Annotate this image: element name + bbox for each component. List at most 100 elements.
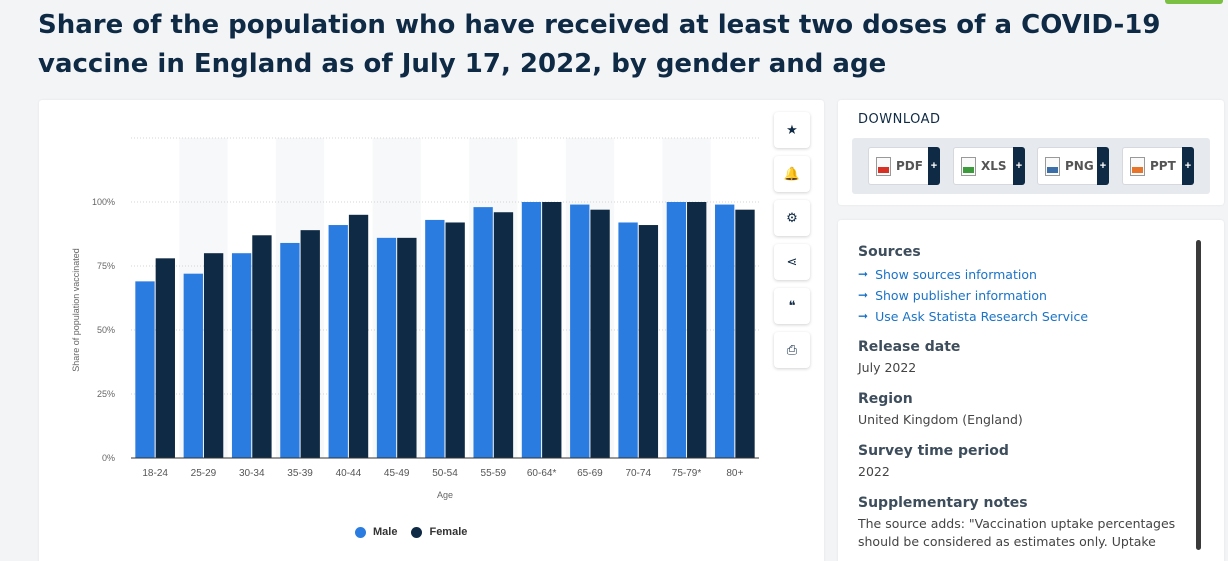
download-label: PPT	[1150, 159, 1176, 173]
chart-card: 0% 25% 50% 75% 100% Share of population vacci…	[39, 100, 824, 561]
share-icon: ⋖	[786, 254, 798, 270]
download-more-button[interactable]: +	[1013, 147, 1025, 185]
download-buttons: PDF + XLS + PNG + PPT +	[852, 138, 1210, 194]
x-tick-label: 50-54	[432, 468, 458, 479]
bar-male	[618, 222, 638, 458]
legend-label: Male	[373, 526, 398, 538]
y-axis-label: Share of population vaccinated	[71, 248, 81, 372]
bar-female	[252, 235, 272, 458]
arrow-right-icon: ➞	[858, 267, 869, 281]
bar-female	[638, 225, 659, 458]
x-tick-label: 55-59	[481, 468, 507, 479]
bar-female	[590, 209, 610, 458]
bar-male	[328, 225, 348, 458]
x-tick-label: 25-29	[191, 468, 217, 479]
download-panel: DOWNLOAD PDF + XLS + PNG + PPT +	[838, 100, 1224, 205]
bar-female	[493, 212, 514, 458]
bar-male	[280, 242, 300, 458]
bar-male	[715, 204, 735, 458]
legend-item-female[interactable]: Female	[411, 526, 467, 538]
x-tick-label: 18-24	[142, 468, 168, 479]
bar-female	[687, 202, 707, 458]
x-tick-label: 30-34	[239, 468, 265, 479]
print-button[interactable]: ⎙	[774, 332, 810, 368]
sources-heading: Sources	[858, 244, 921, 260]
bar-male	[231, 253, 252, 458]
download-pdf-button[interactable]: PDF +	[868, 147, 940, 185]
bar-female	[300, 230, 320, 458]
survey-period-value: 2022	[858, 464, 890, 479]
download-title: DOWNLOAD	[858, 112, 941, 127]
pdf-file-icon	[876, 156, 891, 176]
show-publisher-link[interactable]: ➞ Show publisher information	[858, 285, 1188, 306]
download-more-button[interactable]: +	[1097, 147, 1109, 185]
bar-female	[348, 214, 369, 458]
bar-male	[570, 204, 590, 458]
x-tick-label: 75-79*	[672, 468, 702, 479]
quote-button[interactable]: ❝	[774, 288, 810, 324]
supplementary-notes-value: The source adds: "Vaccination uptake per…	[858, 516, 1176, 549]
download-png-button[interactable]: PNG +	[1037, 147, 1109, 185]
y-tick-label: 0%	[102, 453, 115, 463]
gear-button[interactable]: ⚙	[774, 200, 810, 236]
bar-male	[183, 273, 203, 458]
y-tick-label: 50%	[97, 325, 115, 335]
bar-male	[666, 202, 687, 458]
bar-female	[735, 209, 755, 458]
bar-male	[425, 219, 445, 458]
release-date-value: July 2022	[858, 360, 917, 375]
print-icon: ⎙	[786, 342, 798, 358]
bar-female	[203, 253, 224, 458]
star-button[interactable]: ★	[774, 112, 810, 148]
download-xls-button[interactable]: XLS +	[953, 147, 1025, 185]
arrow-right-icon: ➞	[858, 309, 869, 323]
x-tick-label: 65-69	[577, 468, 603, 479]
page-title: Share of the population who have receive…	[38, 10, 1161, 79]
release-date-heading: Release date	[858, 339, 961, 355]
bar-female	[155, 258, 175, 458]
quote-icon: ❝	[788, 298, 796, 314]
top-badge	[1165, 0, 1223, 4]
show-sources-link[interactable]: ➞ Show sources information	[858, 264, 1188, 285]
ppt-file-icon	[1130, 156, 1145, 176]
region-heading: Region	[858, 391, 913, 407]
y-tick-label: 25%	[97, 389, 115, 399]
gear-icon: ⚙	[786, 210, 798, 226]
download-label: PDF	[896, 159, 923, 173]
bar-female	[397, 237, 417, 458]
download-ppt-button[interactable]: PPT +	[1122, 147, 1194, 185]
info-panel: Sources ➞ Show sources information ➞ Show …	[838, 220, 1224, 561]
bell-button[interactable]: 🔔	[774, 156, 810, 192]
legend-item-male[interactable]: Male	[355, 526, 397, 538]
chart-toolbar: ★ 🔔 ⚙ ⋖ ❝ ⎙	[774, 112, 810, 376]
legend-swatch	[355, 526, 366, 538]
bar-male	[521, 202, 542, 458]
x-tick-label: 45-49	[384, 468, 410, 479]
x-tick-label: 80+	[726, 468, 743, 479]
bar-male	[473, 207, 493, 458]
region-value: United Kingdom (England)	[858, 412, 1023, 427]
arrow-right-icon: ➞	[858, 288, 869, 302]
x-tick-label: 70-74	[625, 468, 651, 479]
chart-legend: Male Female	[355, 526, 481, 538]
bar-male	[135, 281, 155, 458]
share-button[interactable]: ⋖	[774, 244, 810, 280]
download-label: PNG	[1065, 159, 1094, 173]
x-axis-label: Age	[437, 490, 453, 500]
star-icon: ★	[786, 122, 798, 138]
xls-file-icon	[961, 156, 976, 176]
ask-statista-link[interactable]: ➞ Use Ask Statista Research Service	[858, 306, 1188, 327]
bar-male	[376, 237, 397, 458]
supplementary-notes-heading: Supplementary notes	[858, 495, 1028, 511]
bar-female	[542, 202, 562, 458]
x-tick-label: 60-64*	[527, 468, 557, 479]
x-tick-label: 40-44	[336, 468, 362, 479]
download-more-button[interactable]: +	[928, 147, 940, 185]
x-tick-label: 35-39	[287, 468, 313, 479]
bell-icon: 🔔	[783, 166, 801, 182]
png-file-icon	[1045, 156, 1060, 176]
download-more-button[interactable]: +	[1182, 147, 1194, 185]
info-scrollbar[interactable]	[1196, 240, 1201, 550]
download-label: XLS	[981, 159, 1007, 173]
y-tick-label: 75%	[97, 261, 115, 271]
